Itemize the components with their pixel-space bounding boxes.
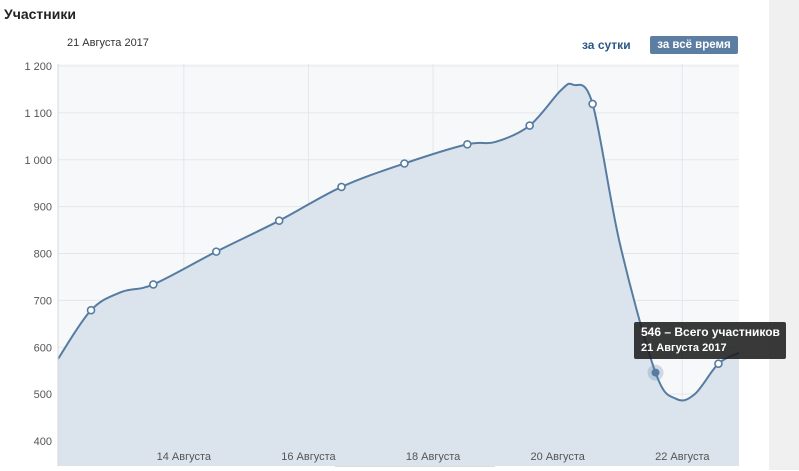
x-tick-label: 20 Августа [530,451,585,463]
area-fill [58,83,739,466]
data-point[interactable] [86,305,96,315]
data-point[interactable] [337,182,346,192]
data-point[interactable] [400,159,409,168]
y-tick-label: 900 [34,202,52,214]
range-selector-handle[interactable] [335,466,495,471]
data-point[interactable] [525,121,534,130]
members-chart[interactable]: 400 500 600 700 800 900 1 000 1 100 1 200 14 Авг… [0,0,769,470]
scrollbar-track[interactable] [769,0,799,470]
data-points [86,99,723,381]
selected-date-label: 21 Августа 2017 [67,37,149,49]
x-tick-label: 18 Августа [406,451,461,463]
y-tick-label: 800 [34,249,52,261]
data-tooltip: 546 – Всего участников 21 Августа 2017 [634,322,786,359]
data-point[interactable] [588,99,597,109]
data-point[interactable] [149,280,158,289]
data-point[interactable] [463,139,472,149]
y-tick-label: 1 200 [24,61,52,73]
page-title: Участники [4,6,76,22]
y-tick-label: 400 [34,436,52,448]
tooltip-date: 21 Августа 2017 [641,342,727,354]
x-tick-label: 14 Августа [157,451,212,463]
period-all-time-button[interactable]: за всё время [650,36,738,54]
data-point[interactable] [274,216,284,225]
series-line [57,82,740,402]
data-point-highlighted[interactable] [651,368,660,377]
y-tick-label: 700 [34,295,52,307]
x-axis-ticks: 14 Августа 16 Августа 18 Августа 20 Августа… [157,451,711,463]
tooltip-value: 546 – Всего участников [641,325,780,339]
y-tick-label: 1 100 [24,108,52,120]
y-axis-ticks: 400 500 600 700 800 900 1 000 1 100 1 200 [24,61,52,448]
period-day-button[interactable]: за сутки [582,38,631,52]
data-point[interactable] [714,359,723,368]
x-tick-label: 22 Августа [655,451,710,463]
x-tick-label: 16 Августа [281,451,336,463]
y-tick-label: 600 [34,342,52,354]
data-point[interactable] [211,247,221,256]
y-tick-label: 1 000 [24,155,52,167]
y-tick-label: 500 [34,389,52,401]
